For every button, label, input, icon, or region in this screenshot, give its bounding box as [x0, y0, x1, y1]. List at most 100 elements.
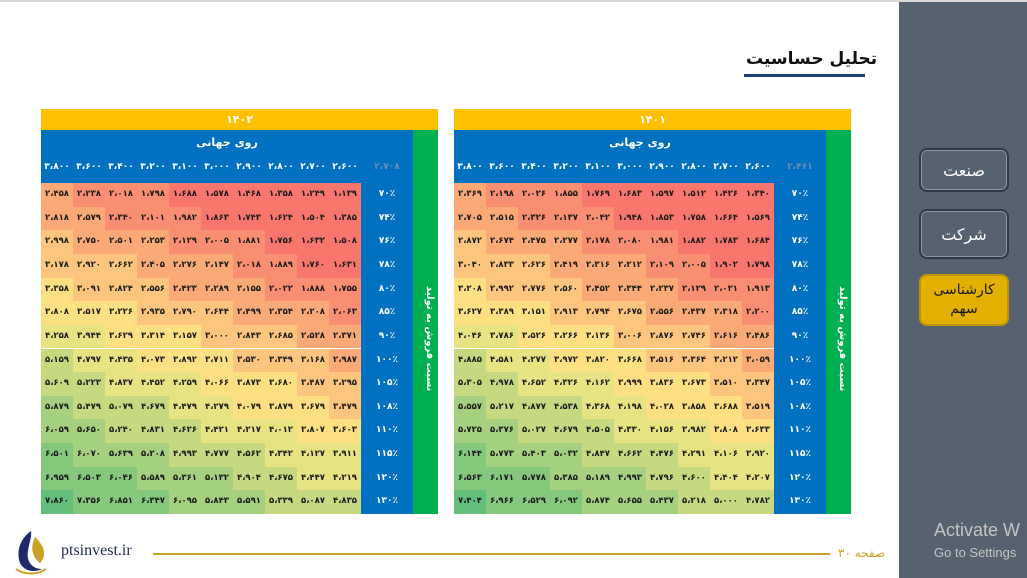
table-cell: ۳،۶۸۰ — [265, 372, 297, 396]
table-cell: ۲،۳۴۰ — [105, 206, 137, 231]
year-header: ۱۴۰۲ — [41, 109, 438, 130]
table-cell: ۱،۹۸۱ — [646, 230, 678, 254]
sidebar-item-company[interactable]: شرکت — [919, 209, 1009, 259]
table-cell: ۳،۸۷۳ — [233, 372, 265, 396]
row-header-band — [774, 183, 826, 514]
table-cell: ۲،۷۰۵ — [454, 206, 486, 231]
table-cell: ۲،۲۳۷ — [646, 277, 678, 302]
table-cell: ۴،۳۳۰ — [614, 419, 646, 444]
table-cell: ۳،۹۴۴ — [73, 324, 105, 349]
table-cell: ۶،۰۹۵ — [169, 490, 201, 514]
table-cell: ۲،۴۷۵ — [518, 230, 550, 254]
table-cell: ۱،۵۱۲ — [678, 183, 710, 207]
table-cell: ۵،۷۷۸ — [518, 466, 550, 491]
table-cell: ۴،۴۵۲ — [137, 372, 169, 396]
row-header: ۷۴٪ — [378, 212, 396, 223]
table-cell: ۴،۲۹۱ — [678, 443, 710, 467]
table-cell: ۱،۳۸۵ — [329, 206, 361, 231]
table-cell: ۵،۳۸۵ — [550, 466, 582, 491]
column-header: ۳،۶۰۰ — [76, 162, 102, 172]
table-cell: ۳،۵۲۶ — [518, 324, 550, 349]
table-cell: ۴،۱۹۸ — [614, 395, 646, 420]
table-cell: ۴،۶۵۲ — [518, 372, 550, 396]
table-cell: ۵،۲۱۸ — [678, 490, 710, 514]
table-cell: ۵،۴۰۳ — [518, 443, 550, 467]
table-cell: ۳،۵۱۰ — [710, 372, 742, 396]
table-cell: ۲،۹۸۷ — [329, 348, 361, 373]
y-title-band — [826, 130, 851, 514]
column-header: ۲،۶۰۰ — [332, 162, 358, 172]
row-header: ۱۰۰٪ — [789, 354, 811, 365]
table-cell: ۱،۷۹۸ — [742, 253, 774, 278]
row-header-band — [361, 183, 413, 514]
table-cell: ۲،۰۲۱ — [710, 277, 742, 302]
table-cell: ۲،۹۹۲ — [486, 277, 518, 302]
table-cell: ۲،۱۲۹ — [169, 230, 201, 254]
table-cell: ۳،۳۸۹ — [486, 301, 518, 325]
table-cell: ۴،۸۳۷ — [105, 372, 137, 396]
table-cell: ۲،۰۶۳ — [329, 301, 361, 325]
sidebar-item-label: شرکت — [941, 224, 987, 244]
table-cell: ۳،۱۵۱ — [518, 301, 550, 325]
table-cell: ۵،۸۴۳ — [201, 490, 233, 514]
sidebar-item-valuation[interactable]: کارشناسی سهم — [919, 274, 1009, 326]
table-cell: ۴،۹۹۳ — [614, 466, 646, 491]
table-cell: ۲،۱۴۷ — [201, 253, 233, 278]
table-cell: ۲،۵۷۹ — [73, 206, 105, 231]
table-cell: ۱،۷۶۹ — [582, 183, 614, 207]
row-header: ۸۵٪ — [791, 307, 809, 318]
table-cell: ۴،۸۳۱ — [137, 419, 169, 444]
corner-value: ۲،۴۶۱ — [787, 162, 813, 172]
table-cell: ۴،۹۹۳ — [169, 443, 201, 467]
table-cell: ۱،۶۳۲ — [297, 230, 329, 254]
table-cell: ۴،۹۷۸ — [486, 372, 518, 396]
table-cell: ۱،۳۴۰ — [742, 183, 774, 207]
table-cell: ۵،۴۳۷ — [646, 490, 678, 514]
table-cell: ۱،۸۸۲ — [678, 230, 710, 254]
table-cell: ۴،۰۲۸ — [646, 395, 678, 420]
table-cell: ۲،۴۸۶ — [742, 324, 774, 349]
table-cell: ۵،۸۷۹ — [41, 395, 73, 420]
table-cell: ۳،۲۱۲ — [710, 348, 742, 373]
table-cell: ۳،۱۷۸ — [41, 253, 73, 278]
table-cell: ۴،۱۵۶ — [646, 419, 678, 444]
table-cell: ۵،۳۷۶ — [486, 419, 518, 444]
windows-activation-title: Activate W — [934, 520, 1021, 540]
table-cell: ۲،۰۲۲ — [265, 277, 297, 302]
table-cell: ۳،۳۶۴ — [678, 348, 710, 373]
table-cell: ۵،۶۳۹ — [105, 443, 137, 467]
row-header: ۷۸٪ — [791, 259, 809, 270]
table-cell: ۳،۸۰۸ — [41, 301, 73, 325]
row-header: ۷۸٪ — [378, 259, 396, 270]
table-cell: ۴،۸۳۵ — [329, 490, 361, 514]
table-cell: ۲،۹۱۳ — [550, 301, 582, 325]
table-cell: ۱،۸۸۹ — [265, 253, 297, 278]
table-cell: ۱،۸۵۵ — [550, 183, 582, 207]
table-cell: ۵،۳۶۱ — [169, 466, 201, 491]
table-cell: ۲،۰۱۸ — [105, 183, 137, 207]
sidebar-item-industry[interactable]: صنعت — [919, 148, 1009, 192]
table-cell: ۲،۴۰۵ — [137, 253, 169, 278]
table-cell: ۲،۲۳۸ — [73, 183, 105, 207]
table-cell: ۴،۹۰۴ — [233, 466, 265, 491]
table-cell: ۵،۰۳۲ — [550, 443, 582, 467]
table-cell: ۵،۱۵۹ — [41, 348, 73, 373]
table-cell: ۲،۷۴۶ — [678, 324, 710, 349]
table-cell: ۶،۰۴۶ — [105, 466, 137, 491]
table-cell: ۲،۴۵۸ — [41, 183, 73, 207]
column-header: ۳،۰۰۰ — [617, 162, 643, 172]
row-header: ۱۰۸٪ — [376, 401, 398, 412]
row-header: ۷۰٪ — [791, 189, 809, 199]
column-header: ۲،۹۰۰ — [236, 162, 262, 172]
table-cell: ۴،۲۵۹ — [169, 372, 201, 396]
table-cell: ۲،۱۰۱ — [137, 206, 169, 231]
table-cell: ۳،۸۰۸ — [710, 419, 742, 444]
table-cell: ۲،۱۵۵ — [233, 277, 265, 302]
year-header: ۱۴۰۱ — [454, 109, 851, 130]
table-cell: ۲،۴۵۲ — [582, 277, 614, 302]
row-header: ۱۳۰٪ — [376, 496, 398, 507]
column-header: ۳،۱۰۰ — [585, 162, 611, 172]
row-header: ۷۴٪ — [791, 212, 809, 223]
table-cell: ۳،۶۸۸ — [710, 395, 742, 420]
table-cell: ۲،۵۱۵ — [486, 206, 518, 231]
